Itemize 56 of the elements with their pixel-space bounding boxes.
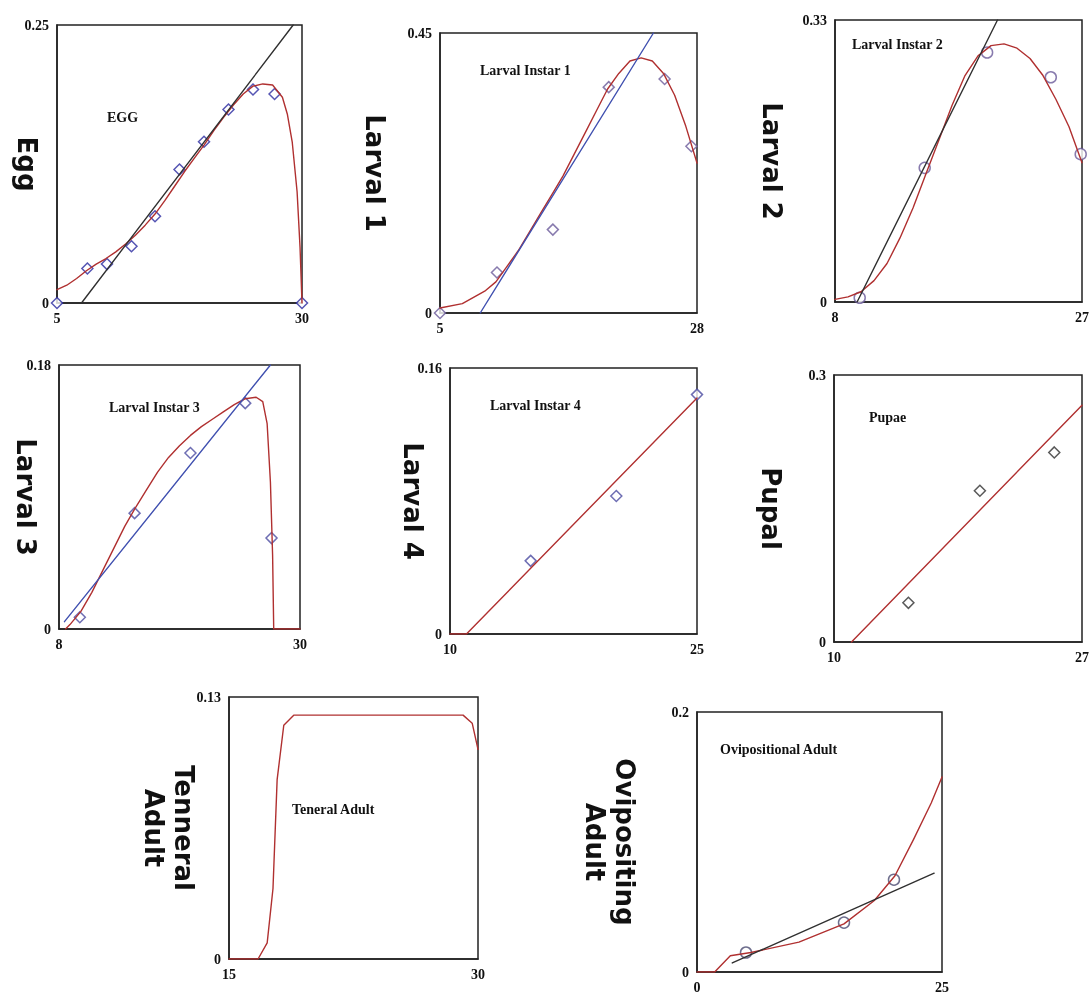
y-tick-label: 0.2 [671, 704, 689, 720]
y-tick-label: 0 [42, 295, 49, 311]
text: Larval Instar 2 [852, 36, 943, 52]
point [1048, 446, 1061, 459]
x-tick-label: 5 [436, 320, 444, 336]
x-tick-label: 27 [1075, 649, 1089, 665]
point [433, 306, 447, 320]
point [902, 596, 915, 610]
text: Larval Instar 4 [490, 397, 581, 413]
point [125, 240, 138, 253]
point [690, 388, 704, 401]
y-axis-title: Egg [12, 136, 42, 192]
x-tick-label: 8 [831, 309, 839, 325]
x-tick-label: 30 [471, 966, 485, 982]
point [490, 266, 504, 279]
x-tick-label: 8 [55, 636, 63, 652]
x-tick-label: 10 [443, 641, 457, 657]
point [973, 484, 987, 497]
point [1044, 71, 1058, 84]
text: Teneral Adult [292, 801, 375, 817]
x-tick-label: 10 [827, 649, 841, 665]
y-tick-label: 0.16 [417, 360, 442, 376]
point [184, 446, 197, 460]
text: Pupae [869, 409, 907, 425]
point [610, 489, 623, 503]
y-axis-title: Larval 3 [11, 438, 41, 556]
y-tick-label: 0.13 [196, 689, 221, 705]
y-axis-title: Tenneral Adult [139, 765, 199, 891]
y-axis-title: Larval 4 [398, 442, 428, 560]
y-axis-title: Pupal [756, 467, 786, 550]
y-tick-label: 0.3 [808, 367, 826, 383]
x-tick-label: 30 [295, 310, 309, 326]
y-tick-label: 0.33 [802, 12, 827, 28]
text: Ovipositional Adult [720, 741, 838, 757]
text: Larval Instar 3 [109, 399, 200, 415]
y-tick-label: 0.18 [26, 357, 51, 373]
point [50, 296, 64, 310]
point [546, 223, 560, 236]
x-tick-label: 27 [1075, 309, 1089, 325]
x-tick-label: 30 [293, 636, 307, 652]
x-tick-label: 25 [935, 979, 949, 995]
line-series [64, 396, 301, 630]
text: Larval Instar 1 [480, 62, 571, 78]
y-axis-title: Larval 1 [360, 114, 390, 232]
y-axis-title: Ovipositing Adult [580, 758, 640, 926]
y-tick-label: 0.25 [24, 17, 49, 33]
y-tick-label: 0.45 [407, 25, 432, 41]
x-tick-label: 28 [690, 320, 704, 336]
x-tick-label: 25 [690, 641, 704, 657]
point [524, 554, 537, 568]
x-tick-label: 5 [53, 310, 61, 326]
y-tick-label: 0 [820, 294, 827, 310]
y-tick-label: 0 [44, 621, 51, 637]
y-axis-title: Larval 2 [757, 102, 787, 220]
x-tick-label: 15 [222, 966, 236, 982]
text: EGG [107, 109, 139, 125]
